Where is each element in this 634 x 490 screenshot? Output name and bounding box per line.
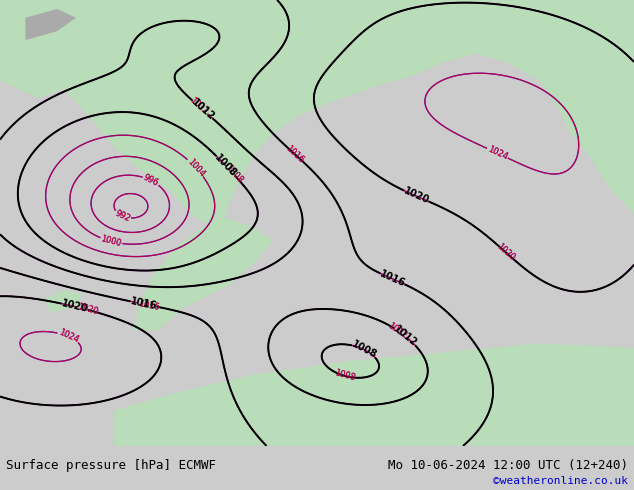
Text: 1020: 1020 — [495, 242, 516, 262]
Polygon shape — [133, 219, 273, 330]
Text: 1008: 1008 — [223, 164, 244, 185]
Text: 1020: 1020 — [76, 303, 99, 317]
Text: 1004: 1004 — [185, 157, 206, 178]
Text: 1000: 1000 — [100, 234, 122, 248]
Polygon shape — [203, 76, 247, 121]
Polygon shape — [114, 343, 634, 446]
Polygon shape — [184, 94, 203, 116]
Text: 1020: 1020 — [60, 298, 89, 315]
Text: 1004: 1004 — [185, 157, 206, 178]
Text: 996: 996 — [142, 173, 160, 188]
Polygon shape — [44, 290, 82, 312]
Text: 1016: 1016 — [138, 298, 160, 312]
Text: 1012: 1012 — [386, 321, 408, 340]
Text: 1008: 1008 — [212, 152, 238, 179]
Text: 1020: 1020 — [495, 242, 516, 262]
Text: 1000: 1000 — [100, 234, 122, 248]
Text: Mo 10-06-2024 12:00 UTC (12+240): Mo 10-06-2024 12:00 UTC (12+240) — [387, 459, 628, 472]
Text: Surface pressure [hPa] ECMWF: Surface pressure [hPa] ECMWF — [6, 459, 216, 472]
Text: 1024: 1024 — [486, 145, 508, 162]
Polygon shape — [304, 0, 387, 85]
Text: 1016: 1016 — [284, 144, 306, 165]
Text: 1016: 1016 — [378, 269, 407, 289]
Text: 1020: 1020 — [402, 186, 430, 206]
Text: 1016: 1016 — [129, 296, 158, 312]
Text: 1008: 1008 — [333, 369, 356, 383]
Text: 1008: 1008 — [223, 164, 244, 185]
Text: 1008: 1008 — [350, 339, 378, 361]
Text: 1012: 1012 — [392, 324, 419, 349]
Text: 1008: 1008 — [333, 369, 356, 383]
Text: 992: 992 — [113, 209, 131, 223]
Text: 1020: 1020 — [76, 303, 99, 317]
Text: 1016: 1016 — [284, 144, 306, 165]
Text: 1024: 1024 — [57, 328, 80, 345]
Polygon shape — [25, 9, 76, 40]
Text: 1012: 1012 — [188, 96, 210, 117]
Polygon shape — [0, 0, 634, 232]
Text: 992: 992 — [113, 209, 131, 223]
Text: 1012: 1012 — [188, 96, 210, 117]
Text: 1016: 1016 — [138, 298, 160, 312]
Text: 1012: 1012 — [189, 97, 216, 122]
Text: ©weatheronline.co.uk: ©weatheronline.co.uk — [493, 476, 628, 487]
Text: 1024: 1024 — [486, 145, 508, 162]
Text: 996: 996 — [142, 173, 160, 188]
Text: 1012: 1012 — [386, 321, 408, 340]
Text: 1024: 1024 — [57, 328, 80, 345]
